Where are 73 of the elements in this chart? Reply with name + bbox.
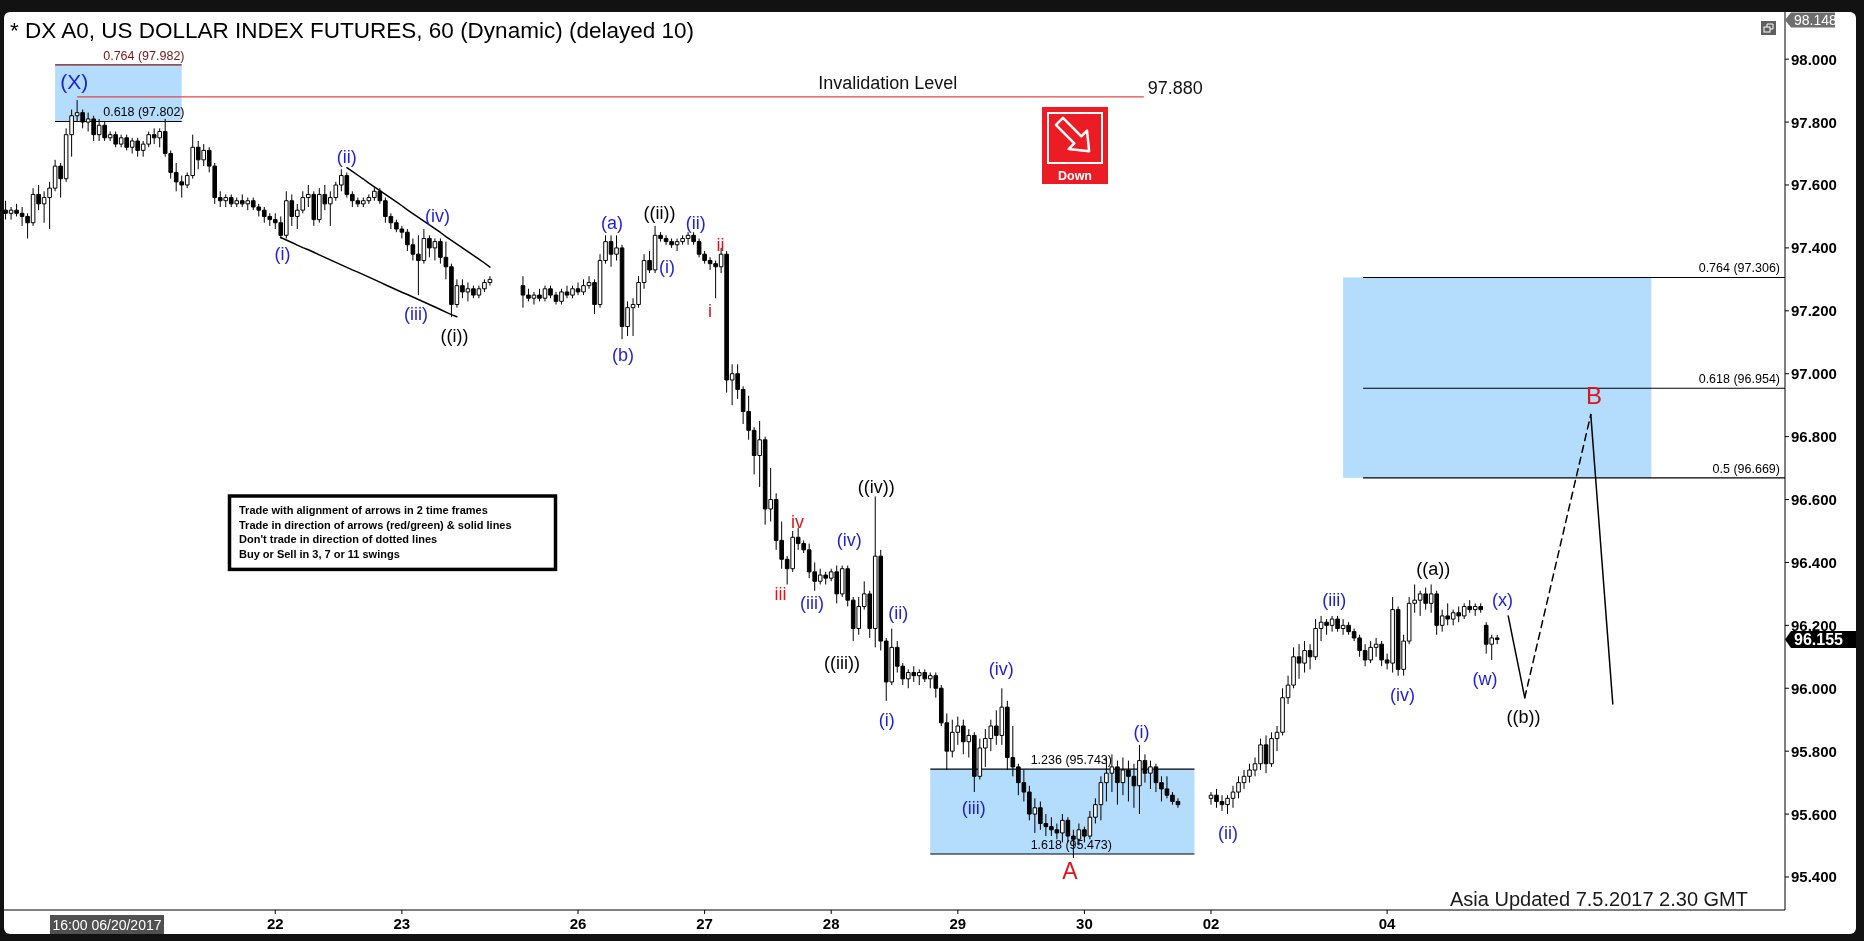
ref-line-label: Invalidation Level bbox=[818, 72, 958, 93]
text: 96.155 bbox=[1794, 631, 1844, 648]
y-tick-label: 95.400 bbox=[1791, 868, 1837, 886]
annotation: (iv) bbox=[425, 206, 451, 227]
ref-line-label: 0.764 (97.982) bbox=[103, 48, 185, 63]
annotation: Don't trade in direction of dotted lines bbox=[239, 533, 438, 546]
annotation: (b) bbox=[612, 344, 635, 365]
annotation: (iii) bbox=[961, 797, 986, 818]
annotation: (x) bbox=[1492, 590, 1514, 611]
y-tick-label: 98.000 bbox=[1791, 50, 1837, 68]
annotation: ((iii)) bbox=[824, 653, 861, 674]
annotation: ((b)) bbox=[1506, 706, 1541, 727]
ref-line-label: 0.5 (96.669) bbox=[1712, 461, 1780, 476]
y-tick-label: 96.600 bbox=[1791, 491, 1837, 509]
annotation: (i) bbox=[274, 244, 291, 265]
annotation: B bbox=[1585, 382, 1603, 410]
x-tick-label: 29 bbox=[949, 915, 967, 932]
y-tick-label: 97.600 bbox=[1791, 176, 1837, 194]
annotation: (i) bbox=[1133, 722, 1150, 743]
y-tick-label: 97.800 bbox=[1791, 113, 1837, 131]
annotation: Down bbox=[1057, 169, 1093, 183]
annotation: (iv) bbox=[1389, 684, 1415, 705]
x-tick-label: 28 bbox=[822, 915, 840, 932]
annotation: Asia Updated 7.5.2017 2.30 GMT bbox=[1450, 888, 1748, 910]
annotation: (a) bbox=[601, 212, 623, 233]
annotation: (ii) bbox=[336, 146, 357, 167]
x-tick-label: 02 bbox=[1202, 915, 1220, 932]
annotation: (X) bbox=[60, 69, 89, 93]
annotation: (i) bbox=[659, 256, 676, 277]
annotation: (ii) bbox=[888, 602, 909, 623]
annotation: (ii) bbox=[685, 212, 706, 233]
annotation: Trade in direction of arrows (red/green) & solid lines bbox=[239, 518, 512, 531]
y-tick-label: 95.600 bbox=[1791, 805, 1837, 823]
annotation: (iv) bbox=[988, 659, 1014, 680]
annotation: Trade with alignment of arrows in 2 time frames bbox=[239, 504, 488, 516]
annotation: iv bbox=[791, 511, 804, 532]
y-tick-label: 96.200 bbox=[1791, 616, 1837, 634]
x-tick-label: 23 bbox=[393, 915, 411, 932]
x-tick-label: 27 bbox=[696, 915, 713, 932]
annotation: ii bbox=[716, 234, 725, 255]
annotation: (i) bbox=[878, 709, 895, 730]
chart-title: * DX A0, US DOLLAR INDEX FUTURES, 60 (Dynamic) (delayed 10) bbox=[10, 18, 694, 43]
annotation: ((i)) bbox=[440, 326, 469, 346]
annotation: Buy or Sell in 3, 7 or 11 swings bbox=[239, 547, 400, 560]
ref-line-label: 0.618 (96.954) bbox=[1698, 372, 1780, 387]
y-tick-label: 96.000 bbox=[1791, 679, 1837, 697]
x-tick-label: 30 bbox=[1076, 915, 1093, 932]
annotation: (iii) bbox=[404, 303, 429, 324]
annotation: ((iv)) bbox=[857, 476, 895, 497]
y-tick-label: 97.000 bbox=[1791, 365, 1837, 383]
annotation: (w) bbox=[1472, 668, 1498, 689]
x-tick-label: 26 bbox=[569, 915, 587, 932]
annotation: (iii) bbox=[799, 593, 824, 614]
ref-line-label: 0.764 (97.306) bbox=[1698, 261, 1780, 276]
y-tick-label: 97.200 bbox=[1791, 302, 1837, 320]
annotation: (ii) bbox=[1218, 822, 1238, 843]
annotation: iii bbox=[774, 583, 787, 604]
ref-line-label: 0.618 (97.802) bbox=[103, 105, 185, 120]
annotation: i bbox=[708, 300, 712, 321]
annotation: A bbox=[1062, 857, 1079, 884]
x-tick-label: 04 bbox=[1378, 915, 1397, 932]
annotation: ((a)) bbox=[1416, 558, 1451, 579]
text: 16:00 06/20/2017 bbox=[52, 916, 162, 933]
ref-line-label: 1.236 (95.743) bbox=[1030, 753, 1112, 768]
annotation: ((ii)) bbox=[643, 203, 676, 224]
annotation: (iii) bbox=[1322, 590, 1347, 611]
annotation: (iv) bbox=[836, 530, 862, 551]
y-tick-label: 97.400 bbox=[1791, 239, 1837, 257]
y-tick-label: 96.800 bbox=[1791, 428, 1837, 446]
annotation: 97.880 bbox=[1147, 77, 1203, 98]
y-tick-label: 95.800 bbox=[1791, 742, 1837, 760]
x-tick-label: 22 bbox=[266, 915, 284, 932]
y-tick-label: 96.400 bbox=[1791, 553, 1837, 571]
